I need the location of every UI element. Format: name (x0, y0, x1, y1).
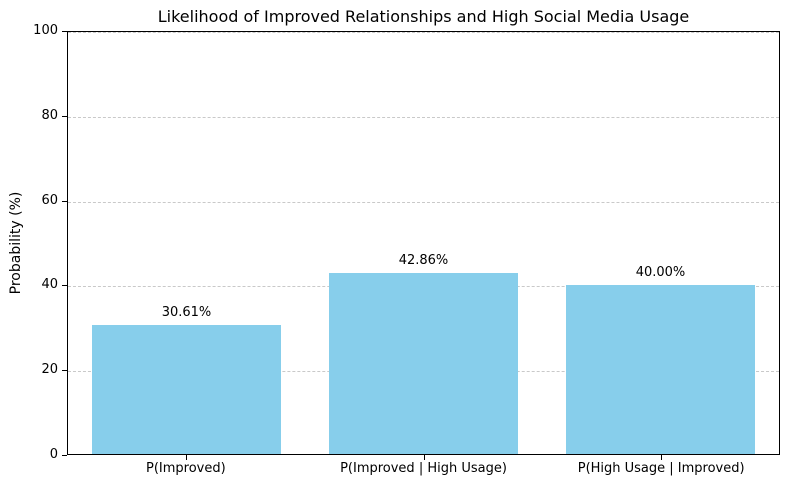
y-tick-mark-100 (62, 31, 67, 32)
y-tick-mark-40 (62, 285, 67, 287)
y-tick-label-40: 40 (41, 277, 58, 293)
bar-1 (328, 273, 519, 454)
x-tick-mark-2 (661, 455, 663, 460)
bar-0 (91, 324, 282, 454)
gridline-y-100 (68, 32, 779, 33)
y-tick-label-100: 100 (33, 23, 58, 38)
y-tick-label-80: 80 (41, 107, 58, 123)
bar-value-label-1: 42.86% (398, 253, 449, 269)
x-tick-label-0: P(Improved) (145, 461, 226, 476)
gridline-y-80 (68, 116, 779, 118)
y-tick-label-0: 0 (49, 447, 58, 462)
bar-value-label-2: 40.00% (635, 265, 686, 281)
y-tick-label-60: 60 (41, 192, 58, 208)
gridline-y-60 (68, 201, 779, 203)
plot-area: 30.61% 42.86% 40.00% (67, 31, 780, 455)
y-tick-label-20: 20 (41, 362, 58, 378)
chart-title: Likelihood of Improved Relationships and… (157, 7, 690, 26)
x-tick-mark-1 (423, 455, 425, 460)
x-tick-label-1: P(Improved | High Usage) (340, 461, 507, 476)
y-tick-mark-80 (62, 115, 67, 117)
y-tick-mark-60 (62, 200, 67, 202)
y-tick-mark-20 (62, 370, 67, 372)
x-tick-label-2: P(High Usage | Improved) (577, 461, 745, 476)
x-tick-mark-0 (185, 455, 187, 460)
y-tick-mark-0 (62, 455, 67, 456)
bar-value-label-0: 30.61% (161, 304, 212, 320)
bar-2 (565, 285, 756, 454)
